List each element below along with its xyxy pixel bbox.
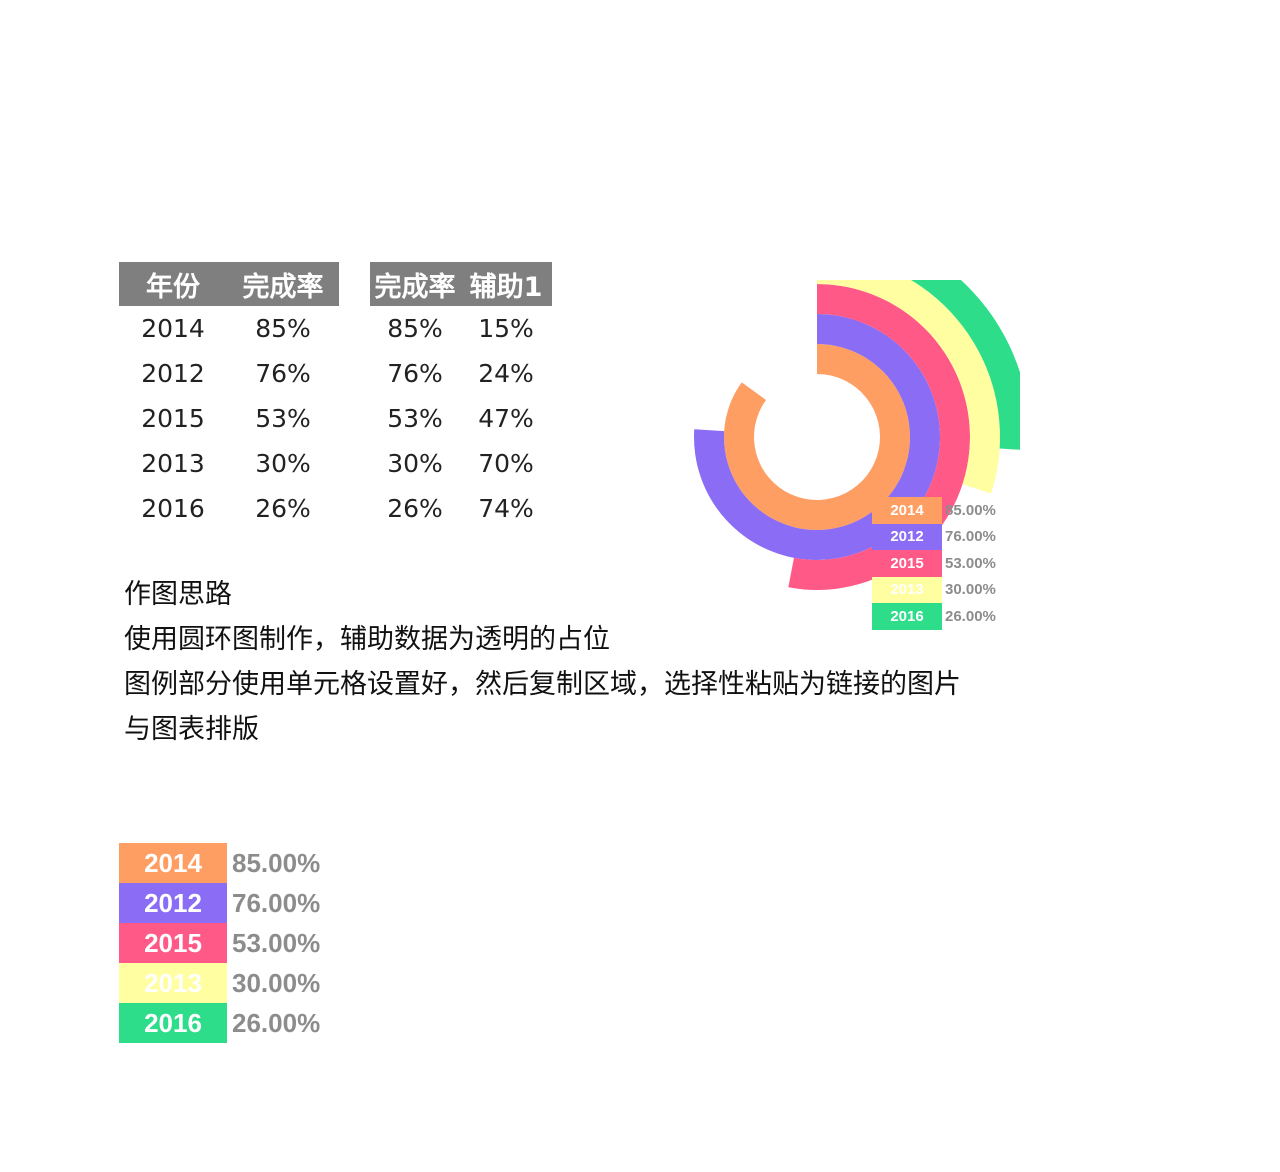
- cell-year: 2012: [141, 359, 205, 388]
- table-row: 76% 24%: [370, 351, 552, 396]
- cell-year: 2013: [141, 449, 205, 478]
- legend-value: 26.00%: [232, 1007, 321, 1038]
- cell-rate: 53%: [387, 404, 443, 433]
- helper-table: 完成率 辅助1 85% 15% 76% 24% 53% 47% 30% 70% 26% 7…: [370, 262, 552, 531]
- table-row: 53% 47%: [370, 396, 552, 441]
- legend-year: 2015: [872, 550, 942, 577]
- cell-rate: 53%: [255, 404, 311, 433]
- legend-row: 2015 53.00%: [872, 550, 996, 577]
- cell-helper: 70%: [478, 449, 534, 478]
- cell-rate: 85%: [255, 314, 311, 343]
- legend-value: 53.00%: [945, 554, 996, 572]
- completion-table: 年份 完成率 2014 85% 2012 76% 2015 53% 2013 30% 2…: [119, 262, 339, 531]
- ring-segment-2016: [910, 280, 1020, 450]
- header-completion: 完成率: [370, 262, 460, 306]
- legend-year: 2015: [119, 923, 227, 963]
- legend-row: 2012 76.00%: [872, 523, 996, 550]
- legend-value: 76.00%: [232, 887, 321, 918]
- cell-rate: 76%: [255, 359, 311, 388]
- cell-year: 2014: [141, 314, 205, 343]
- table-row: 2015 53%: [119, 396, 339, 441]
- legend-year: 2016: [119, 1003, 227, 1043]
- cell-rate: 26%: [255, 494, 311, 523]
- legend-row: 2013 30.00%: [872, 576, 996, 603]
- legend-value: 30.00%: [232, 967, 321, 998]
- legend-row: 2016 26.00%: [119, 1003, 320, 1043]
- ring-segment-2013: [817, 280, 1000, 494]
- ring-segment-2014: [724, 344, 910, 530]
- table-row: 85% 15%: [370, 306, 552, 351]
- legend-year: 2012: [119, 883, 227, 923]
- cell-year: 2016: [141, 494, 205, 523]
- notes-title: 作图思路: [124, 579, 232, 610]
- legend-year: 2013: [119, 963, 227, 1003]
- notes-block: 作图思路 使用圆环图制作，辅助数据为透明的占位 图例部分使用单元格设置好，然后复…: [124, 572, 961, 752]
- table-row: 2012 76%: [119, 351, 339, 396]
- legend-row: 2013 30.00%: [119, 963, 320, 1003]
- legend-year: 2012: [872, 523, 942, 550]
- legend-value: 53.00%: [232, 927, 321, 958]
- table-row: 2016 26%: [119, 486, 339, 531]
- legend-year: 2014: [119, 843, 227, 883]
- cell-helper: 15%: [478, 314, 534, 343]
- cell-helper: 24%: [478, 359, 534, 388]
- table-row: 2014 85%: [119, 306, 339, 351]
- legend-year: 2013: [872, 576, 942, 603]
- legend-year: 2016: [872, 603, 942, 630]
- header-completion: 完成率: [227, 262, 339, 306]
- cell-rate: 30%: [387, 449, 443, 478]
- legend-row: 2014 85.00%: [872, 497, 996, 524]
- chart-legend: 2014 85.00% 2012 76.00% 2015 53.00% 2013…: [872, 497, 996, 630]
- legend-row: 2014 85.00%: [119, 843, 320, 883]
- cell-rate: 30%: [255, 449, 311, 478]
- notes-line: 与图表排版: [124, 714, 259, 745]
- cell-year: 2015: [141, 404, 205, 433]
- legend-value: 85.00%: [232, 847, 321, 878]
- header-year: 年份: [119, 262, 227, 306]
- legend-value: 30.00%: [945, 581, 996, 599]
- legend-value: 26.00%: [945, 607, 996, 625]
- cell-rate: 26%: [387, 494, 443, 523]
- legend-cells: 2014 85.00% 2012 76.00% 2015 53.00% 2013…: [119, 843, 320, 1043]
- legend-value: 76.00%: [945, 528, 996, 546]
- cell-rate: 85%: [387, 314, 443, 343]
- cell-helper: 47%: [478, 404, 534, 433]
- legend-row: 2015 53.00%: [119, 923, 320, 963]
- legend-year: 2014: [872, 497, 942, 524]
- cell-rate: 76%: [387, 359, 443, 388]
- legend-row: 2012 76.00%: [119, 883, 320, 923]
- table-row: 30% 70%: [370, 441, 552, 486]
- table-row: 26% 74%: [370, 486, 552, 531]
- notes-line: 图例部分使用单元格设置好，然后复制区域，选择性粘贴为链接的图片: [124, 669, 961, 700]
- legend-row: 2016 26.00%: [872, 603, 996, 630]
- cell-helper: 74%: [478, 494, 534, 523]
- table-row: 2013 30%: [119, 441, 339, 486]
- legend-value: 85.00%: [945, 501, 996, 519]
- notes-line: 使用圆环图制作，辅助数据为透明的占位: [124, 624, 610, 655]
- header-helper: 辅助1: [460, 262, 552, 306]
